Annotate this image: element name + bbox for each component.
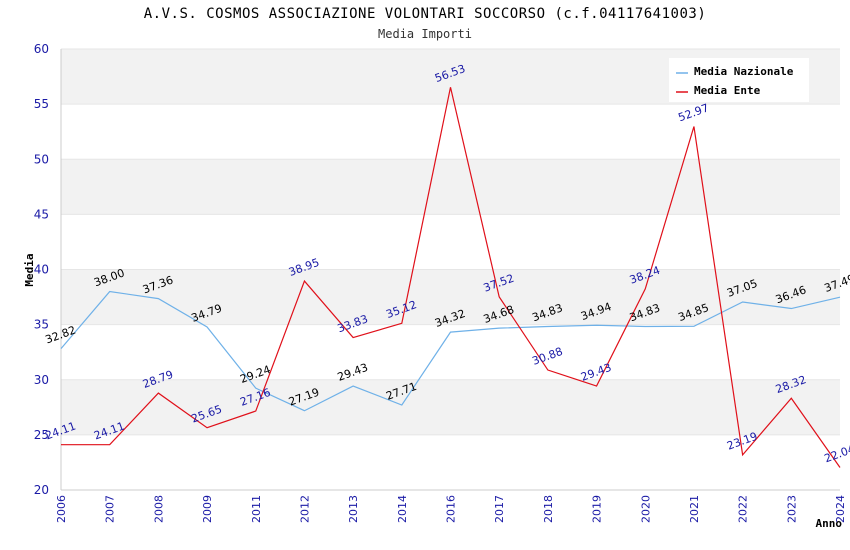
x-tick-label: 2014 — [396, 495, 409, 523]
legend-label-ente: Media Ente — [694, 84, 761, 97]
x-tick-label: 2011 — [250, 495, 263, 523]
y-tick-label: 55 — [34, 97, 49, 111]
x-tick-label: 2019 — [591, 495, 604, 523]
x-tick-label: 2007 — [104, 495, 117, 523]
chart-legend: Media Nazionale Media Ente — [669, 58, 809, 102]
x-tick-label: 2022 — [737, 495, 750, 523]
grid-band — [61, 104, 840, 160]
x-tick-label: 2016 — [445, 495, 458, 523]
x-tick-label: 2021 — [688, 495, 701, 523]
x-tick-label: 2020 — [639, 495, 652, 523]
y-tick-label: 25 — [34, 428, 49, 442]
x-tick-label: 2023 — [785, 495, 798, 523]
series-line-ente — [61, 87, 841, 468]
x-tick-label: 2017 — [493, 495, 506, 523]
y-tick-label: 50 — [34, 152, 49, 166]
plot-background — [60, 48, 840, 491]
y-tick-label: 60 — [34, 42, 49, 56]
grid-band — [61, 324, 840, 380]
y-tick-label: 40 — [34, 263, 49, 277]
x-axis: 2006 2007 2008 2009 2011 2012 2013 2014 2016 2017… — [55, 495, 847, 523]
chart-subtitle: Media Importi — [378, 27, 472, 41]
grid-band — [61, 214, 840, 270]
grid-band — [61, 159, 840, 215]
x-tick-label: 2006 — [55, 495, 68, 523]
series-lines — [60, 87, 841, 468]
series-line-nazionale — [60, 290, 841, 412]
legend-background — [669, 58, 809, 102]
x-tick-label: 2012 — [298, 495, 311, 523]
grid-band — [61, 434, 840, 490]
y-tick-label: 45 — [34, 207, 49, 221]
x-tick-label: 2018 — [542, 495, 555, 523]
y-axis: 20 25 30 35 40 45 50 55 60 — [34, 42, 49, 497]
y-tick-label: 35 — [34, 318, 49, 332]
legend-label-nazionale: Media Nazionale — [694, 65, 794, 78]
y-axis-title: Media — [23, 253, 36, 286]
y-tick-label: 20 — [34, 483, 49, 497]
x-tick-label: 2013 — [347, 495, 360, 523]
x-tick-label: 2024 — [834, 495, 847, 523]
y-tick-label: 30 — [34, 373, 49, 387]
grid-band — [61, 379, 840, 435]
chart-title: A.V.S. COSMOS ASSOCIAZIONE VOLONTARI SOC… — [143, 6, 707, 22]
x-tick-label: 2009 — [201, 495, 214, 523]
x-axis-title: Anno — [816, 517, 843, 530]
grid-band — [61, 269, 840, 325]
x-tick-label: 2008 — [152, 495, 165, 523]
